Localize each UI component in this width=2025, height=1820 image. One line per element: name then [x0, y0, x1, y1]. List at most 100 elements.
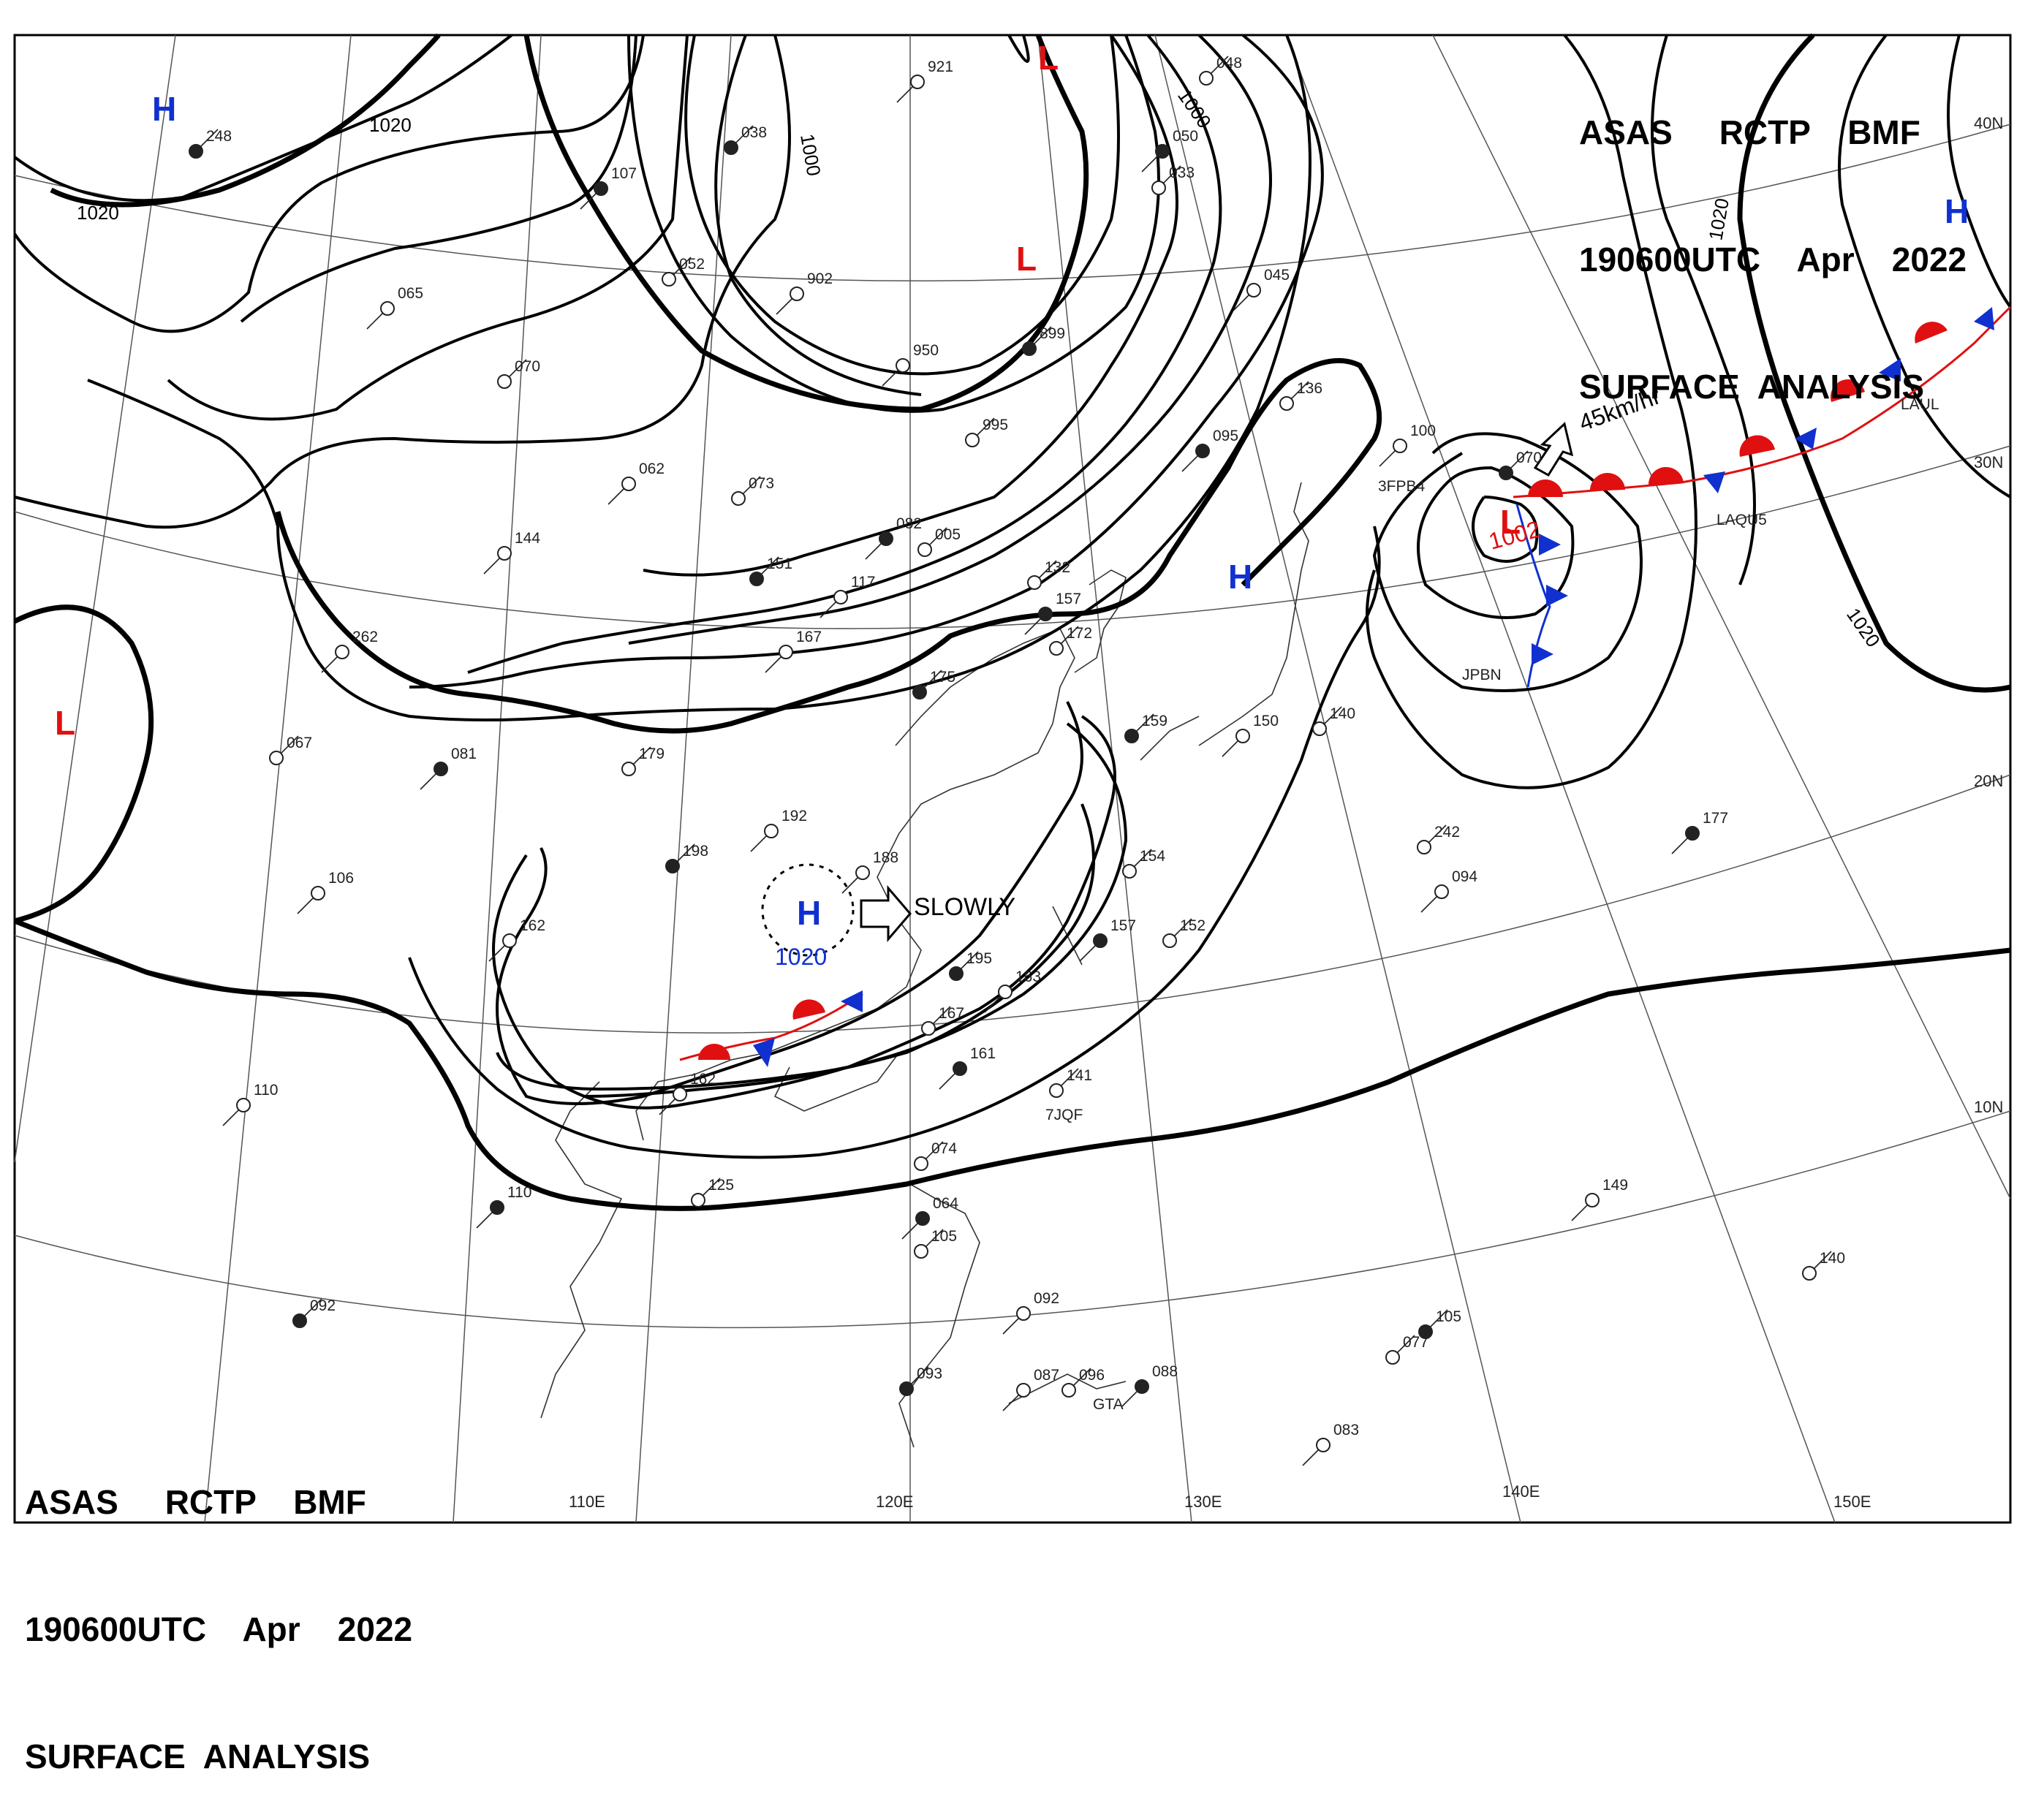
- longitude-label: 140E: [1502, 1482, 1540, 1501]
- station-pressure: 132: [1045, 559, 1070, 576]
- station-plot: 062: [608, 460, 665, 505]
- station-circle-icon: [921, 1021, 936, 1036]
- warm-front-symbol: [698, 1044, 730, 1060]
- station-plot: 162: [488, 917, 545, 962]
- station-pressure: 899: [1040, 325, 1065, 342]
- station-pressure: 062: [639, 460, 665, 477]
- station-circle-icon: [665, 859, 680, 873]
- station-pressure: 045: [1264, 267, 1290, 284]
- ship-station-id: JPBN: [1462, 667, 1502, 683]
- station-pressure: 175: [930, 669, 955, 686]
- station-plot: 052: [662, 256, 705, 287]
- slowly-label: SLOWLY: [914, 893, 1015, 921]
- station-circle-icon: [269, 751, 284, 765]
- station-pressure: 162: [520, 917, 545, 934]
- fronts: [679, 306, 2012, 1067]
- station-pressure: 100: [1410, 422, 1436, 439]
- station-circle-icon: [998, 985, 1012, 999]
- station-pressure: 248: [206, 128, 232, 145]
- station-pressure: 094: [1452, 868, 1477, 885]
- station-plot: 921: [896, 58, 953, 103]
- station-circle-icon: [914, 1156, 928, 1171]
- station-circle-icon: [691, 1193, 705, 1207]
- station-pressure: 198: [683, 843, 708, 860]
- station-circle-icon: [594, 181, 608, 196]
- latitude-label: 40N: [1974, 114, 2003, 132]
- station-plot: 154: [1122, 848, 1165, 879]
- station-pressure: 167: [796, 629, 822, 645]
- longitude-label: 120E: [876, 1493, 913, 1511]
- station-pressure: 188: [873, 849, 898, 866]
- station-circle-icon: [1199, 71, 1214, 86]
- station-plot: 157: [1079, 917, 1136, 962]
- station-pressure: 179: [639, 746, 665, 762]
- station-circle-icon: [965, 433, 980, 447]
- station-circle-icon: [1417, 840, 1431, 854]
- header-line-time: 190600UTC Apr 2022: [1579, 240, 1967, 278]
- station-circle-icon: [917, 542, 932, 557]
- longitude-label: 130E: [1184, 1493, 1222, 1511]
- station-circle-icon: [380, 301, 395, 316]
- station-plot: 050: [1141, 128, 1198, 172]
- station-circle-icon: [497, 546, 512, 561]
- station-pressure: 082: [896, 515, 922, 532]
- station-circle-icon: [236, 1098, 251, 1112]
- station-circle-icon: [1049, 1083, 1064, 1098]
- station-pressure: 136: [1297, 380, 1322, 397]
- station-circle-icon: [621, 477, 636, 491]
- station-pressure: 081: [451, 746, 477, 762]
- station-plot: 048: [1199, 55, 1242, 86]
- station-plot: 117: [820, 574, 875, 618]
- station-plot: 242: [1417, 824, 1460, 854]
- station-circle-icon: [910, 75, 925, 89]
- station-circle-icon: [673, 1087, 687, 1102]
- station-pressure: 167: [939, 1005, 964, 1022]
- station-plot: 140: [1312, 705, 1355, 736]
- station-circle-icon: [1027, 575, 1042, 590]
- station-circle-icon: [1316, 1438, 1331, 1452]
- station-pressure: 195: [966, 950, 992, 967]
- station-circle-icon: [1049, 641, 1064, 656]
- warm-front-symbol: [1589, 472, 1625, 491]
- station-pressure: 159: [1142, 713, 1167, 729]
- station-plot: 005: [917, 526, 961, 557]
- station-pressure: 093: [917, 1365, 942, 1382]
- high-center: H: [152, 90, 176, 128]
- station-plot: 067: [269, 735, 312, 765]
- isobar-label: 1020: [369, 114, 412, 136]
- chart-header-bottom-left: ASAS RCTP BMF 190600UTC Apr 2022 SURFACE…: [25, 1396, 463, 1820]
- ship-station-id: LAQU5: [1716, 512, 1767, 528]
- station-plot: 150: [1222, 713, 1279, 757]
- pressure-centers: H L L H L H H H L 1020 1002: [55, 39, 1969, 970]
- station-plot: 132: [1027, 559, 1070, 590]
- station-pressure: 005: [935, 526, 961, 543]
- station-pressure: 067: [287, 735, 312, 751]
- station-plot: 162: [659, 1071, 716, 1115]
- station-plot: 064: [901, 1195, 958, 1240]
- station-circle-icon: [1093, 933, 1108, 948]
- station-plot: 087: [1002, 1367, 1059, 1411]
- station-pressure: 141: [1067, 1067, 1092, 1084]
- cold-front-symbol: [841, 990, 863, 1012]
- station-pressure: 162: [690, 1071, 716, 1088]
- warm-front-symbol: [1739, 435, 1775, 457]
- high-center: H: [1945, 192, 1969, 230]
- warm-front-symbol: [1830, 379, 1865, 402]
- station-pressure: 110: [254, 1082, 278, 1099]
- station-pressure: 154: [1140, 848, 1165, 865]
- station-plot: 100: [1379, 422, 1436, 467]
- station-circle-icon: [790, 287, 804, 301]
- station-circle-icon: [899, 1381, 914, 1396]
- station-plot: 105: [914, 1228, 957, 1259]
- station-plot: 144: [483, 530, 540, 575]
- station-circle-icon: [855, 865, 870, 880]
- station-plot: 159: [1124, 713, 1167, 743]
- station-plot: 198: [665, 843, 708, 873]
- high-dashed-circle: [761, 863, 855, 957]
- station-circle-icon: [779, 645, 793, 659]
- station-pressure: 140: [1330, 705, 1355, 722]
- station-plot: 152: [1162, 917, 1205, 948]
- station-circle-icon: [497, 374, 512, 389]
- isobar-label: 1020: [77, 202, 119, 224]
- station-pressure: 050: [1173, 128, 1198, 145]
